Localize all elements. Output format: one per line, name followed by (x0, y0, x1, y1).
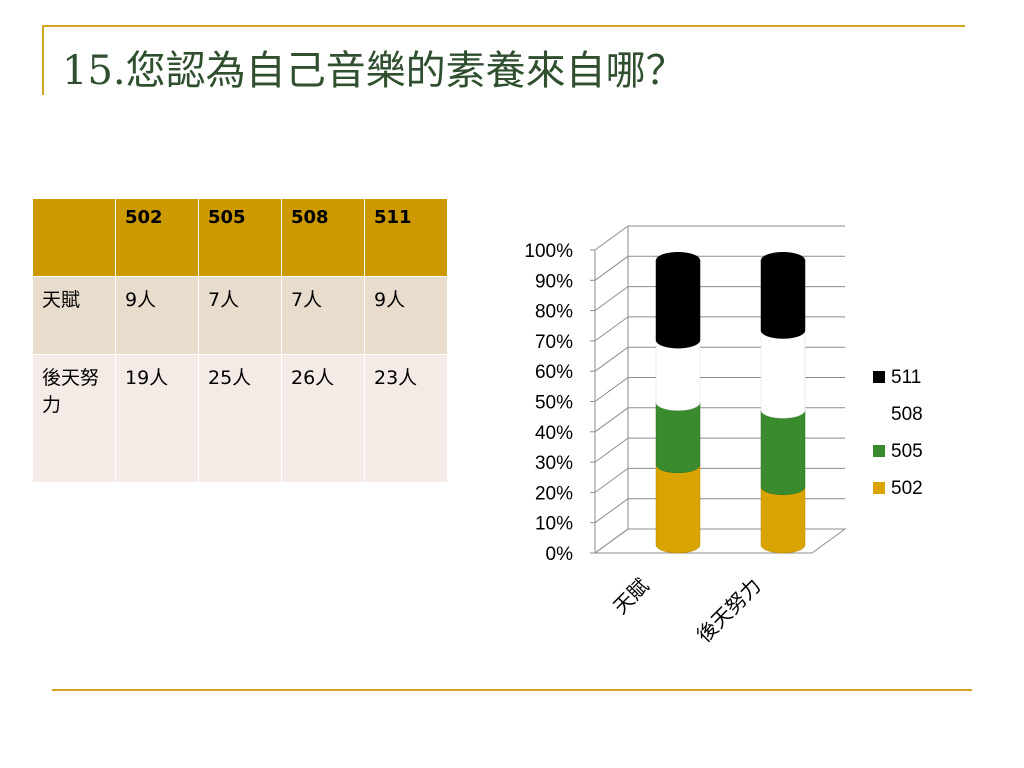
legend-swatch (873, 371, 885, 383)
y-tick-label: 50% (535, 393, 573, 414)
chart-floor (593, 528, 847, 554)
y-tick-label: 10% (535, 514, 573, 535)
bottom-rule (52, 689, 972, 691)
data-table: 502 505 508 511 天賦 9人 7人 7人 9人 後天努力 19人 … (32, 198, 448, 483)
y-tick-label: 70% (535, 332, 573, 353)
legend-swatch (873, 408, 885, 420)
table-cell: 9人 (364, 276, 448, 355)
bar-segment-502-0 (655, 464, 701, 554)
stacked-bar-chart: 0% 10% 20% 30% 40% 50% 60% 70% 80% 90% 100% 天賦 後天努力 5… (524, 225, 923, 648)
gridline-diagonal (594, 377, 629, 402)
y-tick-label: 90% (535, 271, 573, 292)
gridline-diagonal (594, 498, 629, 524)
legend-label: 502 (891, 478, 923, 499)
gridline-diagonal (594, 346, 629, 372)
bar-segment-511-0 (655, 259, 701, 349)
table-header-row: 502 505 508 511 (32, 198, 448, 277)
table-cell: 19人 (115, 354, 199, 483)
y-tick-label: 20% (535, 483, 573, 504)
gridline-diagonal (594, 225, 629, 251)
bar-top-cap (761, 252, 805, 268)
gridline-diagonal (594, 316, 629, 342)
gridline-diagonal (594, 255, 629, 281)
table-header-cell (32, 198, 116, 277)
gridline-diagonal (594, 437, 629, 463)
left-rule (42, 25, 44, 95)
bar-top-cap (656, 252, 700, 268)
bar-segment-508-0 (655, 340, 701, 411)
slide-title: 15.您認為自己音樂的素養來自哪？ (62, 48, 686, 94)
bar-segment-505-0 (655, 402, 701, 474)
top-rule (42, 25, 965, 27)
table-cell: 25人 (198, 354, 282, 483)
gridline-diagonal (594, 286, 629, 312)
table-cell: 23人 (364, 354, 448, 483)
legend-swatch (873, 445, 885, 457)
table-row-label: 後天努力 (32, 354, 116, 483)
bar-segment-502-1 (760, 486, 806, 554)
bar-segment-511-1 (760, 259, 806, 339)
y-tick-label: 60% (535, 362, 573, 383)
legend-label: 508 (891, 404, 923, 425)
table-cell: 26人 (281, 354, 365, 483)
table-cell: 7人 (281, 276, 365, 355)
table-row-label: 天賦 (32, 276, 116, 355)
y-tick-label: 30% (535, 453, 573, 474)
table-row: 後天努力 19人 25人 26人 23人 (32, 354, 448, 483)
legend-label: 511 (891, 367, 921, 388)
legend-label: 505 (891, 441, 923, 462)
y-tick-label: 40% (535, 423, 573, 444)
table-header-cell: 511 (364, 198, 448, 277)
y-tick-label: 80% (535, 302, 573, 323)
bar-segment-508-1 (760, 330, 806, 419)
gridline-diagonal (594, 407, 629, 433)
table-row: 天賦 9人 7人 7人 9人 (32, 276, 448, 355)
table-cell: 9人 (115, 276, 199, 355)
table-header-cell: 508 (281, 198, 365, 277)
x-tick-label: 後天努力 (692, 574, 766, 648)
y-tick-label: 0% (546, 544, 574, 565)
gridline-diagonal (594, 467, 629, 493)
table-header-cell: 505 (198, 198, 282, 277)
gridline-diagonal (594, 528, 629, 554)
bar-segment-505-1 (760, 410, 806, 496)
x-tick-label: 天賦 (608, 574, 653, 619)
table-cell: 7人 (198, 276, 282, 355)
y-tick-label: 100% (524, 241, 573, 262)
table-header-cell: 502 (115, 198, 199, 277)
legend-swatch (873, 482, 885, 494)
